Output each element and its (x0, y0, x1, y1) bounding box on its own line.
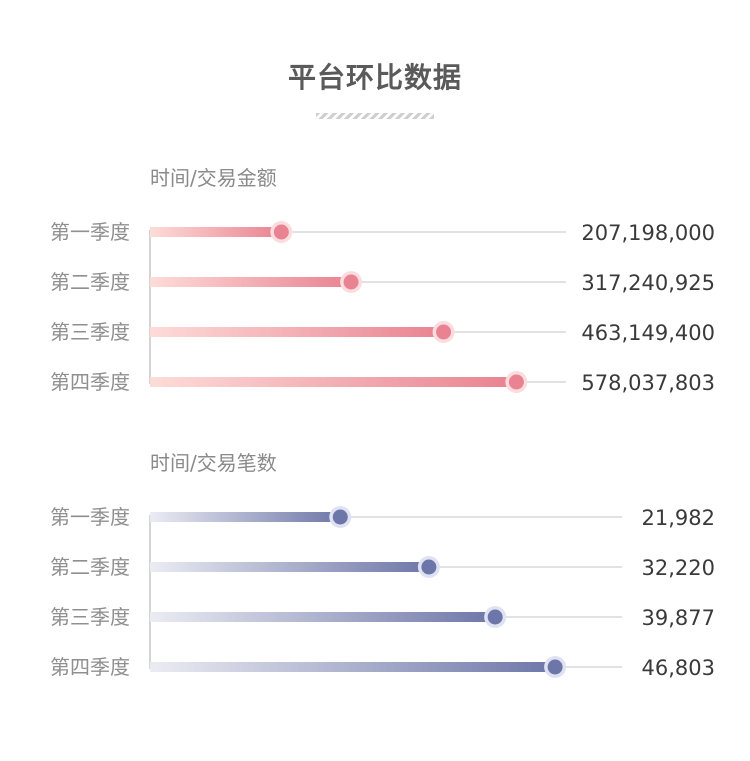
bar-end-dot (436, 324, 452, 340)
page-title: 平台环比数据 (287, 61, 462, 94)
bar (150, 277, 352, 287)
bar-end-dot (332, 509, 348, 525)
value-label: 207,198,000 (581, 221, 715, 245)
bar (150, 377, 517, 387)
bar (150, 512, 341, 522)
category-label: 第三季度 (50, 605, 130, 629)
bar-end-dot (421, 559, 437, 575)
value-label: 578,037,803 (581, 371, 715, 395)
category-label: 第一季度 (50, 505, 130, 529)
value-label: 317,240,925 (581, 271, 715, 295)
category-label: 第四季度 (50, 370, 130, 394)
bar (150, 612, 496, 622)
count-chart: 第一季度 21,982 第二季度 32,220 第三季度 39,877 第四季度 46,803 (50, 505, 715, 680)
bar (150, 327, 444, 337)
value-label: 39,877 (642, 606, 715, 630)
value-label: 32,220 (642, 556, 715, 580)
bar-end-dot (487, 609, 503, 625)
title-decoration (316, 113, 434, 119)
bar (150, 662, 556, 672)
bar-end-dot (343, 274, 359, 290)
bar-end-dot (547, 659, 563, 675)
value-label: 21,982 (642, 506, 715, 530)
category-label: 第二季度 (50, 555, 130, 579)
bar-end-dot (508, 374, 524, 390)
category-label: 第一季度 (50, 220, 130, 244)
category-label: 第三季度 (50, 320, 130, 344)
category-label: 第二季度 (50, 270, 130, 294)
bar (150, 562, 429, 572)
bar-end-dot (273, 224, 289, 240)
category-label: 第四季度 (50, 655, 130, 679)
amount-chart-title: 时间/交易金额 (150, 166, 277, 190)
bar (150, 227, 282, 237)
value-label: 463,149,400 (581, 321, 715, 345)
value-label: 46,803 (642, 656, 715, 680)
count-chart-title: 时间/交易笔数 (150, 451, 277, 475)
amount-chart: 第一季度 207,198,000 第二季度 317,240,925 第三季度 463,14… (50, 220, 715, 395)
